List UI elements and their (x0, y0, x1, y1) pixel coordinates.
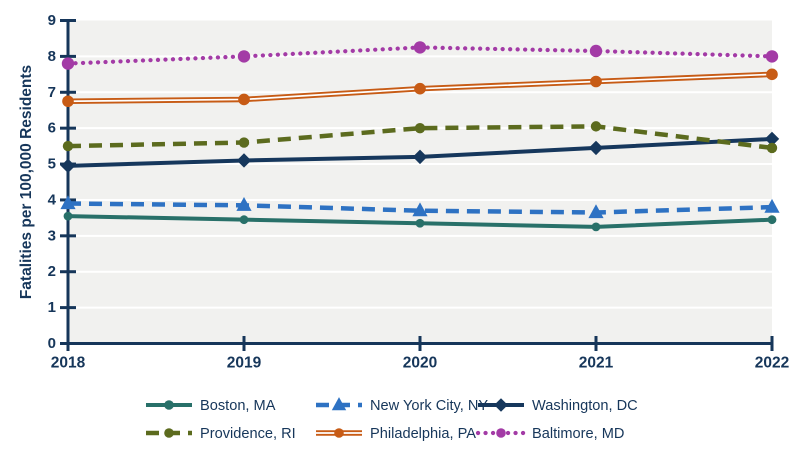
legend-label-boston-ma: Boston, MA (200, 398, 276, 414)
y-tick-label-7: 7 (48, 84, 56, 101)
legend-marker-new-york-city-ny (331, 397, 347, 411)
series-new-york-city-ny (60, 195, 780, 219)
legend-marker-boston-ma (164, 400, 174, 410)
marker-providence-ri-2019 (238, 137, 250, 148)
marker-washington-dc-2019 (236, 153, 252, 168)
y-tick-label-9: 9 (48, 12, 56, 29)
y-tick-label-3: 3 (48, 227, 56, 244)
legend-label-new-york-city-ny: New York City, NY (370, 398, 488, 414)
marker-boston-ma-2022 (767, 215, 777, 225)
legend-item-providence-ri: Providence, RI (146, 426, 296, 442)
series-philadelphia-pa (62, 68, 778, 108)
x-tick-label-2020: 2020 (403, 355, 437, 372)
legend-item-baltimore-md: Baltimore, MD (475, 426, 624, 442)
marker-providence-ri-2020 (414, 122, 426, 134)
y-tick-label-8: 8 (48, 48, 56, 65)
series-providence-ri (62, 121, 778, 154)
marker-washington-dc-2018 (60, 158, 76, 174)
marker-philadelphia-pa-2021 (590, 75, 602, 88)
marker-new-york-city-ny-2018 (60, 195, 76, 210)
legend-item-washington-dc: Washington, DC (478, 398, 638, 414)
marker-washington-dc-2021 (588, 140, 604, 156)
legend-marker-philadelphia-pa (334, 428, 344, 438)
marker-philadelphia-pa-2020 (414, 82, 426, 95)
y-tick-label-1: 1 (48, 299, 56, 316)
marker-baltimore-md-2019 (237, 50, 251, 63)
legend-label-philadelphia-pa: Philadelphia, PA (370, 426, 476, 442)
marker-baltimore-md-2020 (413, 41, 427, 54)
marker-new-york-city-ny-2022 (764, 198, 780, 213)
marker-new-york-city-ny-2019 (236, 197, 252, 211)
y-tick-label-5: 5 (48, 156, 56, 173)
legend-item-new-york-city-ny: New York City, NY (316, 397, 488, 414)
marker-providence-ri-2021 (590, 121, 602, 132)
plot-area (68, 20, 772, 344)
marker-new-york-city-ny-2021 (588, 204, 604, 219)
y-tick-label-0: 0 (48, 335, 56, 352)
x-tick-label-2018: 2018 (51, 355, 86, 372)
marker-baltimore-md-2021 (589, 44, 603, 58)
marker-baltimore-md-2022 (765, 50, 779, 63)
marker-philadelphia-pa-2018 (62, 95, 74, 108)
marker-boston-ma-2018 (63, 211, 73, 221)
legend-marker-washington-dc (494, 398, 508, 412)
x-tick-label-2019: 2019 (227, 355, 262, 372)
legend-item-philadelphia-pa: Philadelphia, PA (316, 426, 476, 442)
legend-label-providence-ri: Providence, RI (200, 426, 296, 442)
marker-providence-ri-2018 (62, 140, 74, 152)
y-tick-label-2: 2 (48, 263, 56, 280)
series-washington-dc (60, 131, 780, 174)
series-boston-ma (63, 211, 777, 232)
marker-philadelphia-pa-2019 (238, 93, 250, 106)
x-tick-label-2021: 2021 (579, 355, 614, 372)
series-line-new-york-city-ny (67, 201, 773, 215)
y-tick-label-4: 4 (48, 191, 57, 208)
marker-new-york-city-ny-2020 (412, 202, 428, 217)
series-baltimore-md (61, 41, 779, 70)
marker-baltimore-md-2018 (61, 57, 75, 70)
series-line-providence-ri (67, 124, 773, 151)
legend-label-baltimore-md: Baltimore, MD (532, 426, 624, 442)
legend-marker-providence-ri (164, 428, 174, 438)
marker-philadelphia-pa-2022 (766, 68, 778, 81)
y-tick-label-6: 6 (48, 120, 56, 137)
marker-washington-dc-2020 (412, 149, 428, 165)
legend-item-boston-ma: Boston, MA (146, 398, 276, 414)
legend: Boston, MA New York City, NY Washington, D… (146, 397, 638, 442)
marker-boston-ma-2019 (239, 215, 249, 225)
marker-providence-ri-2022 (766, 142, 778, 154)
marker-boston-ma-2020 (415, 218, 425, 228)
marker-washington-dc-2022 (764, 131, 780, 147)
y-axis-title: Fatalities per 100,000 Residents (18, 65, 35, 299)
legend-marker-baltimore-md (496, 428, 506, 438)
marker-boston-ma-2021 (591, 222, 601, 232)
x-tick-label-2022: 2022 (755, 355, 789, 372)
legend-label-washington-dc: Washington, DC (532, 398, 638, 414)
